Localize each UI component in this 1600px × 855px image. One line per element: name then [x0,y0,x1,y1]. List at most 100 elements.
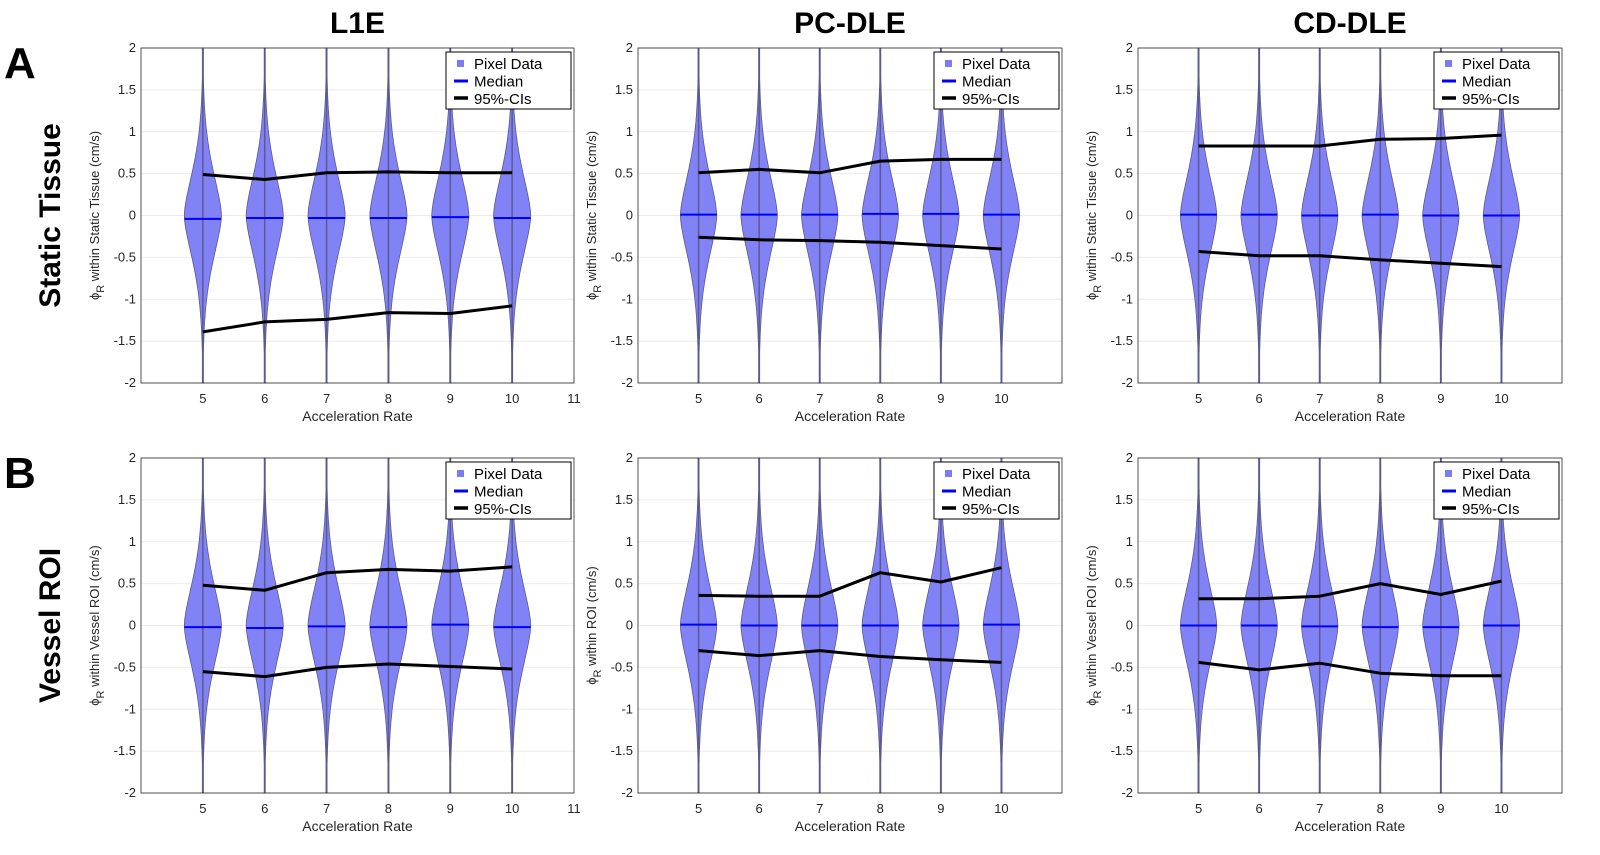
y-tick-label: 0.5 [615,576,633,591]
y-tick-label: 0 [626,618,633,633]
ci-upper-line [698,566,1002,598]
y-axis-label: ϕR within Vessel ROI (cm/s) [87,545,107,705]
column-title: PC-DLE [794,7,906,40]
row-name: Vessel ROI [34,548,67,703]
panel-0-0: 2 1.5 1 0.5 0 -0.5 -1 -1.5 -2 5 6 7 8 9 10 11 Accelerati… [87,40,581,424]
legend-entry: Pixel Data [962,466,1031,483]
panel-0-2: 2 1.5 1 0.5 0 -0.5 -1 -1.5 -2 5 6 7 8 9 10 Acceleration… [1084,40,1563,424]
y-tick-label: -1.5 [114,743,136,758]
legend-entry: Median [474,74,523,91]
y-tick-label: -0.5 [1111,249,1133,264]
y-tick-label: 0.5 [118,576,136,591]
x-tick-label: 8 [1377,391,1384,406]
x-tick-label: 5 [199,801,206,816]
panel-1-0: 2 1.5 1 0.5 0 -0.5 -1 -1.5 -2 5 6 7 8 9 10 11 Accelerati… [87,450,581,834]
legend-entry: Pixel Data [1462,466,1531,483]
x-tick-label: 6 [756,391,763,406]
y-tick-label: 2 [129,40,136,55]
ci-lower-line [698,649,1002,664]
x-tick-label: 7 [323,801,330,816]
x-tick-label: 8 [1377,801,1384,816]
y-tick-label: 2 [1126,450,1133,465]
y-tick-label: 2 [1126,40,1133,55]
legend-swatch-pixel-data [457,470,464,477]
column-title: CD-DLE [1293,7,1406,40]
y-tick-label: -2 [124,375,136,390]
y-axis-label: ϕR within Static Tissue (cm/s) [1084,131,1104,300]
y-tick-label: 1.5 [118,82,136,97]
y-tick-label: -0.5 [114,659,136,674]
y-tick-label: -2 [621,785,633,800]
ylabel-subscript: R [95,285,107,293]
legend-entry: 95%-CIs [962,501,1020,518]
y-tick-label: 1 [1126,124,1133,139]
axes-box [637,47,1063,384]
ylabel-subscript: R [1092,285,1104,293]
legend-entry: Pixel Data [1462,56,1531,73]
ci-lower-line [202,662,513,679]
y-tick-label: 1 [129,124,136,139]
row-name: Static Tissue [34,123,67,308]
y-tick-label: 2 [129,450,136,465]
legend-entry: Pixel Data [474,56,543,73]
x-tick-label: 10 [994,391,1008,406]
y-tick-label: 1.5 [615,82,633,97]
y-tick-label: 0 [129,208,136,223]
ylabel-symbol: ϕ [1084,698,1099,705]
legend-entry: Median [1462,74,1511,91]
y-tick-label: -2 [1121,785,1133,800]
y-tick-label: -1 [621,701,633,716]
y-tick-label: 1 [129,534,136,549]
x-tick-label: 11 [567,801,581,816]
x-tick-label: 6 [261,801,268,816]
legend-entry: Median [962,74,1011,91]
x-tick-label: 5 [695,801,702,816]
ylabel-subscript: R [95,690,107,698]
y-tick-label: -1.5 [611,333,633,348]
y-tick-label: 0 [1126,618,1133,633]
x-tick-label: 10 [1494,391,1508,406]
ylabel-symbol: ϕ [584,677,599,684]
x-tick-label: 7 [1316,801,1323,816]
ylabel-text: within Vessel ROI (cm/s) [1084,545,1099,690]
y-tick-label: -1 [124,291,136,306]
ci-lower-line [1198,660,1502,678]
x-axis-label: Acceleration Rate [795,818,906,834]
legend-entry: Median [474,484,523,501]
ci-upper-line [698,157,1002,175]
ylabel-text: within Static Tissue (cm/s) [1084,131,1099,285]
axes-box [1137,457,1563,794]
panel-1-2: 2 1.5 1 0.5 0 -0.5 -1 -1.5 -2 5 6 7 8 9 10 Acceleration… [1084,450,1563,834]
legend-swatch-pixel-data [1445,470,1452,477]
y-tick-label: -0.5 [1111,659,1133,674]
y-tick-label: -1.5 [1111,333,1133,348]
x-tick-label: 8 [877,391,884,406]
ci-lower-line [202,304,513,334]
y-tick-label: -0.5 [611,659,633,674]
x-tick-label: 8 [385,391,392,406]
y-tick-label: 0 [129,618,136,633]
legend-entry: 95%-CIs [1462,501,1520,518]
y-tick-label: 1.5 [118,492,136,507]
ylabel-text: within Static Tissue (cm/s) [87,131,102,285]
x-tick-label: 9 [447,801,454,816]
x-tick-label: 7 [816,391,823,406]
ci-upper-line [1198,579,1502,601]
ylabel-subscript: R [592,669,604,677]
ylabel-symbol: ϕ [87,698,102,705]
y-tick-label: 0.5 [615,166,633,181]
x-axis-label: Acceleration Rate [302,818,413,834]
legend-swatch-pixel-data [945,470,952,477]
y-tick-label: 0.5 [1115,166,1133,181]
ci-upper-line [1198,133,1502,148]
ylabel-text: within Vessel ROI (cm/s) [87,545,102,690]
y-tick-label: 1.5 [1115,492,1133,507]
y-tick-label: 2 [626,40,633,55]
y-axis-label: ϕR within Static Tissue (cm/s) [87,131,107,300]
ci-lower-line [1198,250,1502,269]
ylabel-symbol: ϕ [87,293,102,300]
